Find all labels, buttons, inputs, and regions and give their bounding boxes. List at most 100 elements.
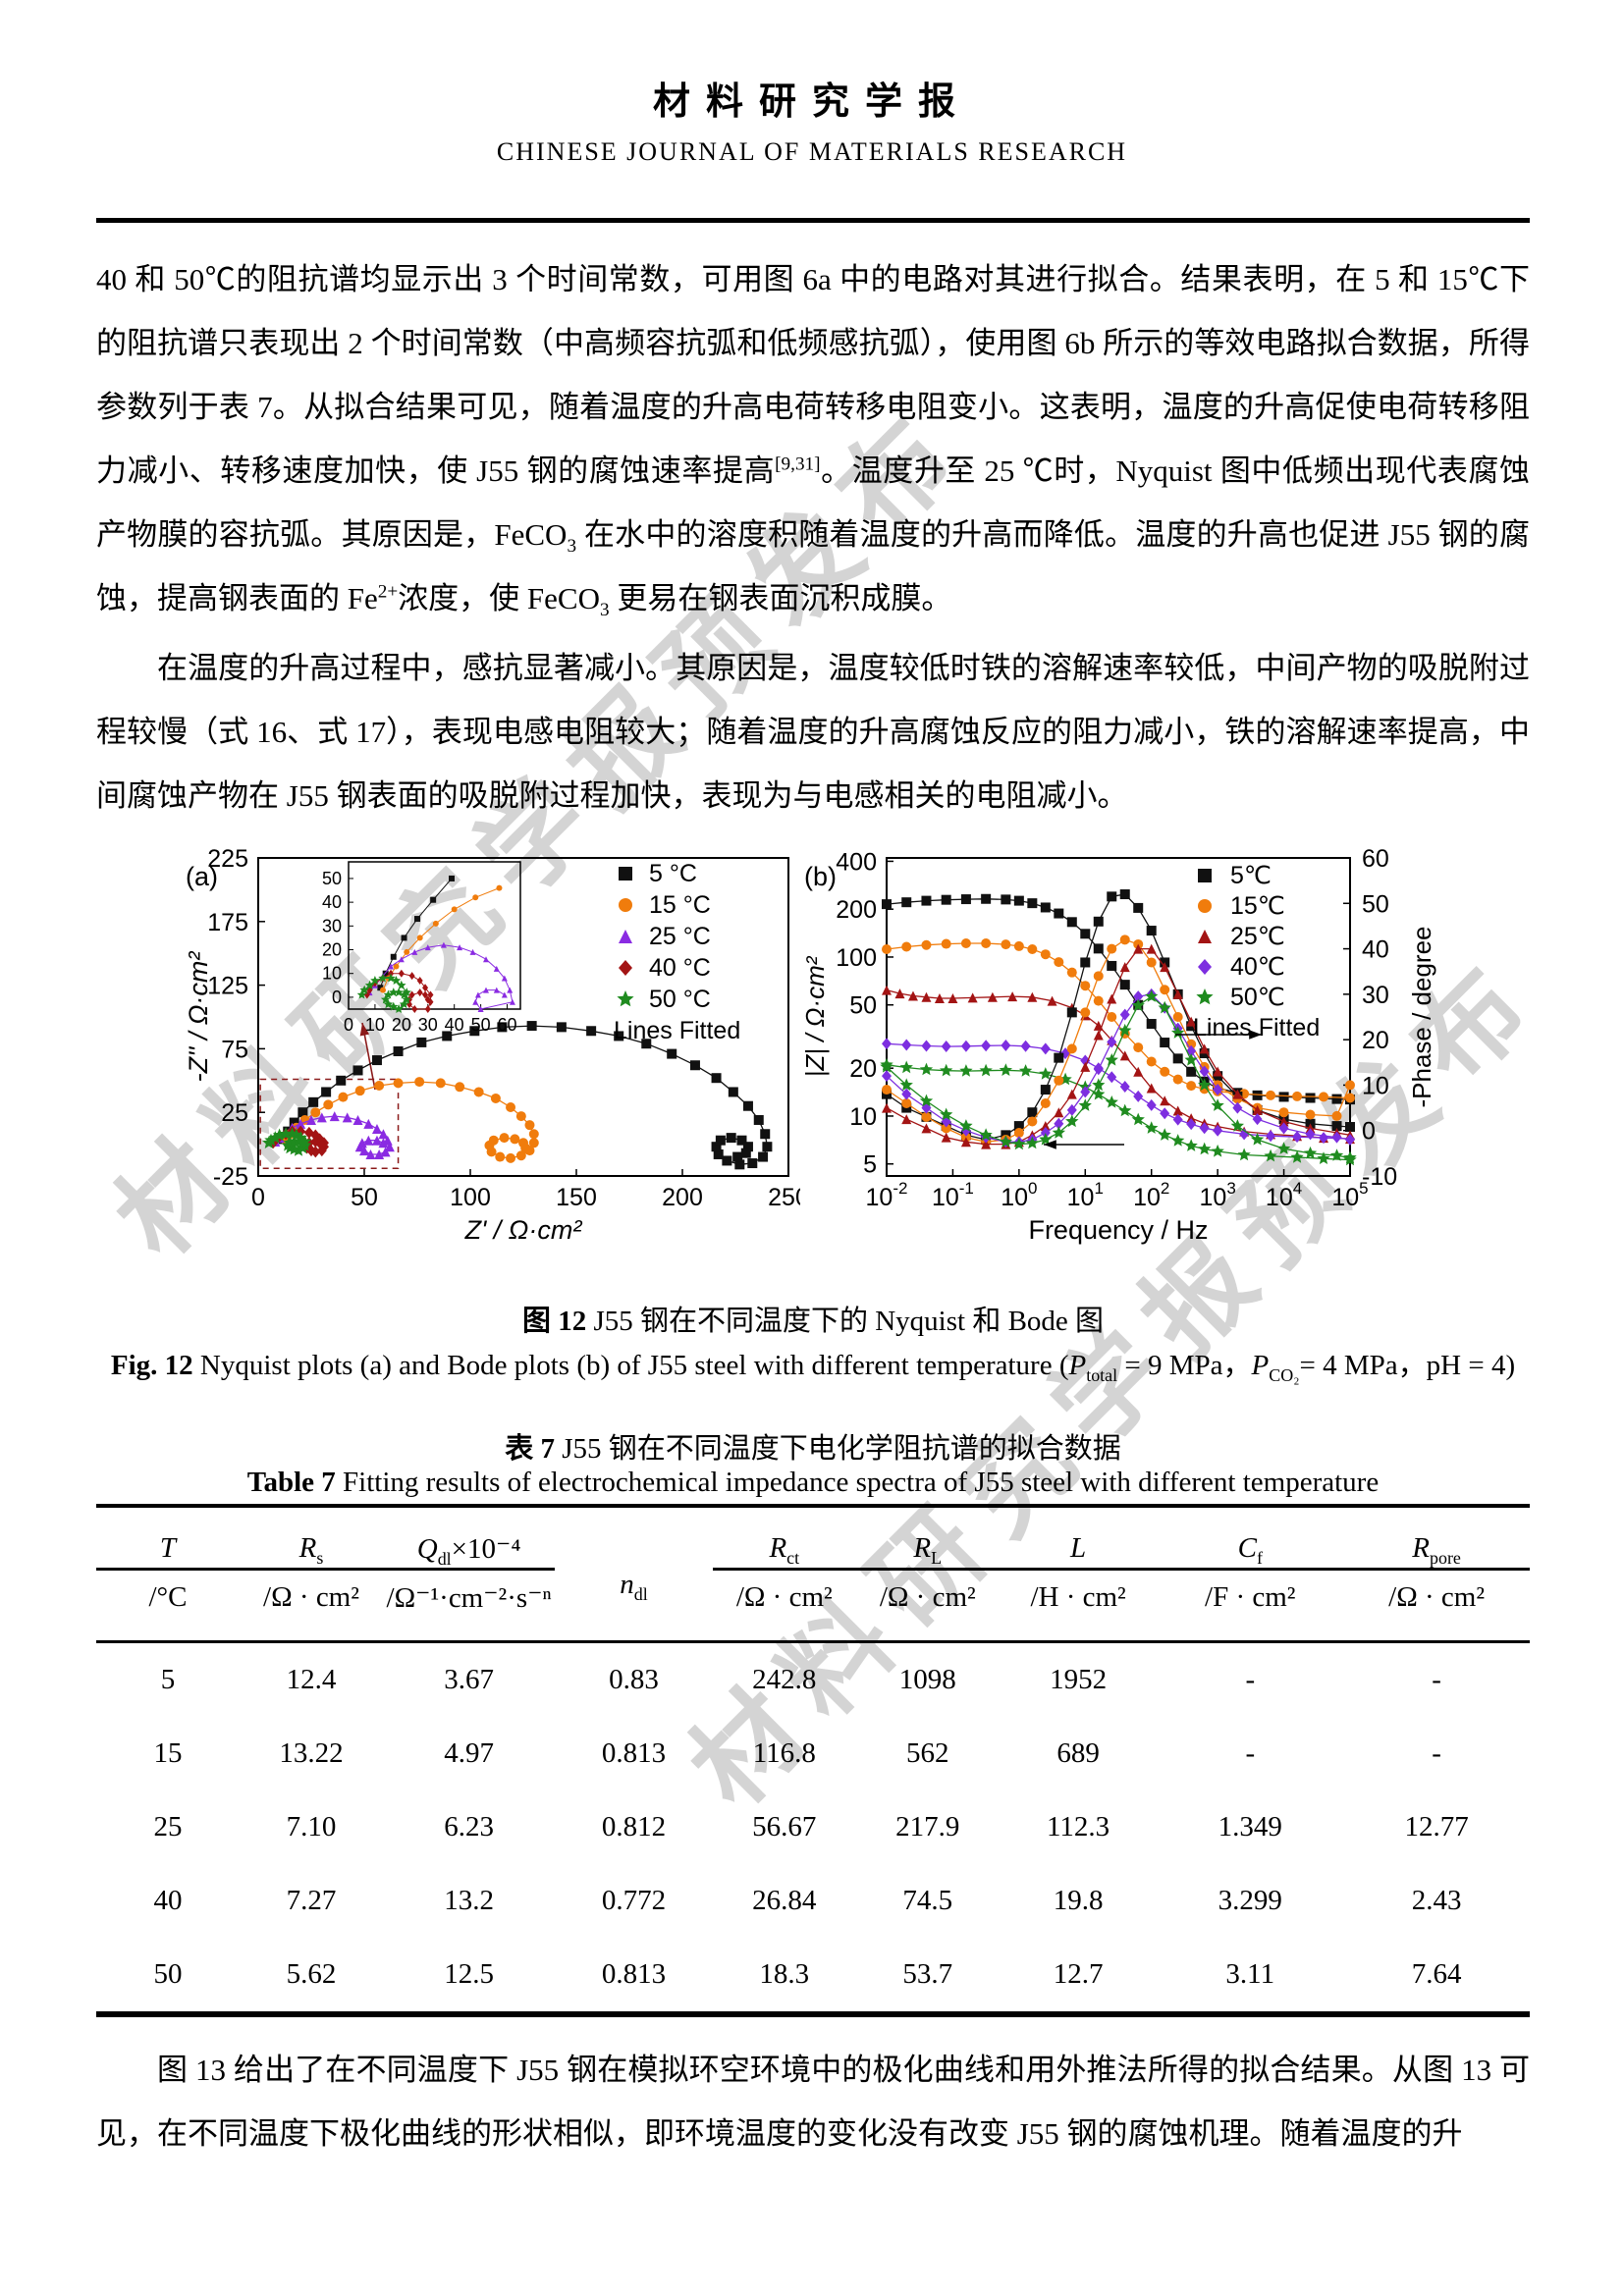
paragraph-1: 40 和 50℃的阻抗谱均显示出 3 个时间常数，可用图 6a 中的电路对其进行… xyxy=(96,262,1530,621)
table-cell: 18.3 xyxy=(712,1938,856,2017)
journal-title-cn: 材料研究学报 xyxy=(652,81,971,123)
unit-Rpore: /Ω · cm² xyxy=(1343,1569,1530,1643)
unit-RL: /Ω · cm² xyxy=(855,1569,1000,1643)
header-rule xyxy=(96,218,1530,223)
citation-ref: [9,31] xyxy=(775,454,821,475)
table-cell: 40 xyxy=(153,1885,183,1916)
svg-text:100: 100 xyxy=(836,944,877,972)
svg-text:0: 0 xyxy=(251,1184,265,1211)
svg-text:50 °C: 50 °C xyxy=(649,986,711,1013)
table-cell: 13.22 xyxy=(279,1737,344,1769)
svg-text:30: 30 xyxy=(322,916,342,935)
svg-text:10: 10 xyxy=(849,1103,877,1131)
table-cell: 12.5 xyxy=(383,1938,556,2017)
table-7: T Rs Qdl×10⁻⁴ ndl Rct RL L Cf Rpore /°C … xyxy=(96,1504,1530,2017)
svg-text:Frequency / Hz: Frequency / Hz xyxy=(1028,1215,1208,1245)
svg-text:-25: -25 xyxy=(213,1163,248,1191)
paragraph-2: 在温度的升高过程中，感抗显著减小。其原因是，温度较低时铁的溶解速率较低，中间产物… xyxy=(96,651,1530,813)
table-cell: 1098 xyxy=(898,1664,956,1695)
svg-text:250: 250 xyxy=(768,1184,800,1211)
svg-text:50: 50 xyxy=(322,869,342,888)
journal-title-en: CHINESE JOURNAL OF MATERIALS RESEARCH xyxy=(496,137,1128,166)
svg-text:20: 20 xyxy=(392,1015,411,1035)
col-header-RL: RL xyxy=(855,1506,1000,1571)
svg-text:101: 101 xyxy=(1067,1179,1104,1211)
table-cell: 112.3 xyxy=(1046,1811,1110,1842)
table-cell: - xyxy=(1245,1664,1256,1695)
table-cell: 7.27 xyxy=(286,1885,337,1916)
table-cell: 25 xyxy=(153,1811,183,1842)
col-header-Qdl: Qdl×10⁻⁴ xyxy=(383,1506,556,1571)
svg-text:10-2: 10-2 xyxy=(866,1179,908,1211)
svg-text:Lines Fitted: Lines Fitted xyxy=(1193,1014,1320,1041)
unit-T: /°C xyxy=(96,1569,240,1643)
table-cell: - xyxy=(1432,1664,1441,1695)
col-header-ndl: ndl xyxy=(555,1506,713,1643)
table-caption-en: Table 7 Fitting results of electrochemic… xyxy=(246,1467,1380,1498)
svg-text:125: 125 xyxy=(207,973,248,1000)
svg-text:(a): (a) xyxy=(186,862,218,891)
svg-text:(b): (b) xyxy=(804,862,837,891)
svg-text:40: 40 xyxy=(322,892,342,912)
table-cell: - xyxy=(1432,1737,1441,1769)
table-cell: 6.23 xyxy=(444,1811,494,1842)
table-row: 5 12.4 3.67 0.83 242.8 1098 1952 - - xyxy=(96,1642,1530,1718)
svg-text:60: 60 xyxy=(498,1015,517,1035)
svg-text:25: 25 xyxy=(221,1099,248,1127)
table-cell: 0.83 xyxy=(609,1664,659,1695)
svg-text:10-1: 10-1 xyxy=(932,1179,974,1211)
svg-text:40: 40 xyxy=(445,1015,464,1035)
svg-text:40 °C: 40 °C xyxy=(649,954,711,982)
table-cell: 0.813 xyxy=(555,1938,713,2017)
svg-text:200: 200 xyxy=(662,1184,703,1211)
col-header-T: T xyxy=(96,1506,240,1571)
figure-caption-cn: 图 12 J55 钢在不同温度下的 Nyquist 和 Bode 图 xyxy=(521,1306,1105,1337)
paragraph-3: 图 13 给出了在不同温度下 J55 钢在模拟环空环境中的极化曲线和用外推法所得… xyxy=(96,2053,1530,2151)
svg-text:5: 5 xyxy=(863,1151,877,1179)
svg-text:-Phase / degree: -Phase / degree xyxy=(1407,926,1436,1107)
unit-Rs: /Ω · cm² xyxy=(240,1569,383,1643)
unit-Cf: /F · cm² xyxy=(1157,1569,1344,1643)
table-cell: 4.97 xyxy=(444,1737,494,1769)
col-header-Rct: Rct xyxy=(712,1506,856,1571)
svg-text:104: 104 xyxy=(1266,1179,1302,1211)
table-cell: 53.7 xyxy=(855,1938,1000,2017)
svg-text:20: 20 xyxy=(322,940,342,960)
svg-text:-10: -10 xyxy=(1362,1163,1397,1191)
table-cell: 5.62 xyxy=(240,1938,383,2017)
svg-text:100: 100 xyxy=(1001,1179,1037,1211)
svg-text:25℃: 25℃ xyxy=(1230,923,1285,950)
svg-text:20: 20 xyxy=(1362,1027,1389,1054)
svg-text:175: 175 xyxy=(207,909,248,936)
table-cell: 12.7 xyxy=(999,1938,1158,2017)
table-caption-cn: 表 7 J55 钢在不同温度下电化学阻抗谱的拟合数据 xyxy=(505,1433,1121,1465)
table-cell: 7.64 xyxy=(1343,1938,1530,2017)
table-cell: 74.5 xyxy=(902,1885,953,1916)
svg-text:50: 50 xyxy=(351,1184,378,1211)
svg-text:30: 30 xyxy=(1362,982,1389,1009)
svg-text:40℃: 40℃ xyxy=(1230,953,1285,981)
table-cell: 116.8 xyxy=(752,1737,816,1769)
col-header-Rpore: Rpore xyxy=(1343,1506,1530,1571)
table-cell: 12.77 xyxy=(1404,1811,1469,1842)
table-cell: 562 xyxy=(906,1737,949,1769)
svg-text:25 °C: 25 °C xyxy=(649,923,711,950)
table-cell: 12.4 xyxy=(286,1664,337,1695)
svg-text:100: 100 xyxy=(450,1184,491,1211)
table-cell: 0.813 xyxy=(601,1737,667,1769)
table-row: 25 7.10 6.23 0.812 56.67 217.9 112.3 1.349 12.77 xyxy=(96,1790,1530,1864)
table-cell: 3.67 xyxy=(444,1664,494,1695)
svg-text:-Z'' / Ω·cm²: -Z'' / Ω·cm² xyxy=(184,951,213,1083)
table-cell: 689 xyxy=(1056,1737,1100,1769)
table-cell: 26.84 xyxy=(752,1885,817,1916)
svg-text:Z' / Ω·cm²: Z' / Ω·cm² xyxy=(464,1215,583,1245)
svg-text:Lines Fitted: Lines Fitted xyxy=(614,1017,740,1044)
svg-text:5℃: 5℃ xyxy=(1230,862,1272,889)
table-cell: 3.299 xyxy=(1218,1885,1282,1916)
table-cell: 1.349 xyxy=(1218,1811,1282,1842)
bode-plot: 10-2 10-1 100 101 102 103 104 10551020501002004… xyxy=(800,845,1436,1245)
table-cell: 15 xyxy=(153,1737,183,1769)
table-row: 15 13.22 4.97 0.813 116.8 562 689 - - xyxy=(96,1717,1530,1790)
